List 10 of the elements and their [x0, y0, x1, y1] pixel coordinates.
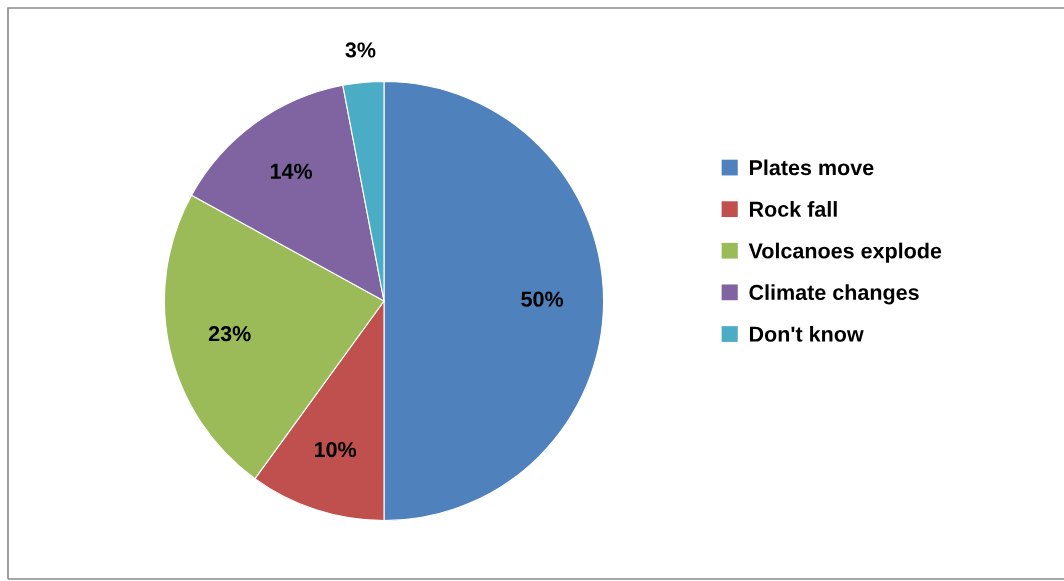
legend-label: Don't know — [749, 325, 864, 342]
legend-label: Climate changes — [749, 284, 919, 305]
data-label: 14% — [270, 163, 313, 179]
legend-label: Plates move — [749, 159, 874, 176]
legend-label: Rock fall — [749, 201, 837, 217]
data-label: 3% — [345, 42, 376, 58]
data-label: 23% — [208, 326, 251, 342]
data-label: 50% — [521, 291, 564, 307]
data-label: 10% — [314, 441, 357, 458]
legend-label: Volcanoes explode — [748, 242, 942, 263]
